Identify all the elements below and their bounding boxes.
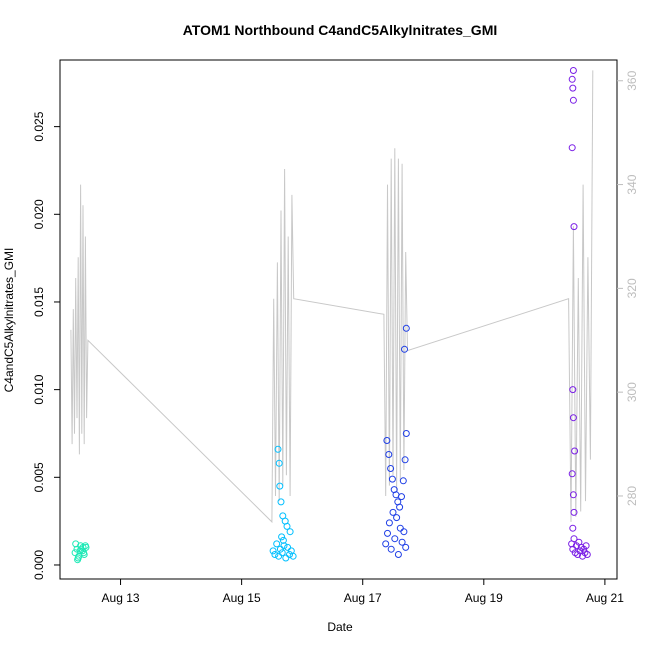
chart-title: ATOM1 Northbound C4andC5Alkylnitrates_GM…	[183, 22, 498, 38]
y-tick-label: 0.000	[32, 550, 46, 580]
data-point	[579, 552, 586, 560]
data-point	[282, 554, 290, 562]
data-points	[71, 67, 591, 564]
data-point	[72, 540, 80, 548]
data-point	[276, 545, 284, 553]
y-tick-label: 0.010	[32, 374, 46, 404]
y-axis: 0.000 0.005 0.010 0.015 0.020 0.025	[32, 111, 60, 580]
data-point	[393, 514, 401, 522]
y-tick-label: 0.005	[32, 462, 46, 492]
secondary-series-line	[70, 70, 594, 524]
x-tick-label: Aug 15	[223, 591, 261, 605]
data-point	[396, 503, 404, 511]
y2-tick-label: 360	[625, 70, 639, 90]
data-point	[382, 540, 390, 548]
data-point	[289, 552, 297, 560]
data-point	[271, 551, 279, 558]
data-point	[77, 545, 85, 553]
data-point	[569, 84, 577, 92]
y2-tick-label: 280	[625, 486, 639, 506]
y-tick-label: 0.020	[32, 199, 46, 229]
data-point	[568, 144, 576, 152]
data-point	[402, 543, 410, 551]
data-point	[385, 519, 393, 527]
data-point	[580, 545, 588, 553]
data-point	[78, 547, 86, 555]
x-tick-label: Aug 21	[586, 591, 624, 605]
x-axis-label: Date	[327, 620, 353, 634]
data-point	[569, 414, 577, 422]
secondary-series	[70, 70, 594, 524]
data-point	[284, 543, 292, 551]
data-point	[389, 508, 397, 516]
data-point	[278, 549, 286, 557]
data-point	[569, 96, 577, 104]
data-point	[569, 386, 577, 394]
data-point	[582, 542, 590, 550]
x-tick-label: Aug 13	[102, 591, 140, 605]
data-point	[401, 345, 408, 353]
data-point	[71, 549, 79, 557]
data-point	[269, 547, 277, 555]
data-point	[396, 524, 404, 532]
data-point	[570, 535, 578, 543]
secondary-y-axis: 280 300 320 340 360	[617, 70, 639, 506]
data-point	[387, 545, 395, 553]
data-point	[570, 508, 578, 516]
data-point	[398, 538, 406, 546]
data-point	[80, 549, 88, 557]
data-point	[278, 533, 286, 541]
y-tick-label: 0.015	[32, 287, 46, 317]
y-axis-label: C4andC5Alkylnitrates_GMI	[2, 248, 16, 393]
data-point	[275, 459, 283, 467]
data-point	[569, 524, 577, 532]
data-point	[283, 522, 291, 530]
data-point	[276, 482, 284, 490]
data-point	[277, 498, 285, 506]
data-point	[398, 493, 405, 501]
data-point	[568, 470, 576, 478]
data-point	[391, 535, 399, 543]
data-point	[384, 529, 391, 537]
data-point	[79, 543, 87, 551]
data-point	[583, 551, 591, 558]
x-axis: Aug 13 Aug 15 Aug 17 Aug 19 Aug 21	[102, 579, 624, 605]
data-point	[275, 552, 283, 560]
y2-tick-label: 340	[625, 174, 639, 194]
data-point	[385, 451, 393, 458]
y2-tick-label: 320	[625, 278, 639, 298]
data-point	[387, 465, 395, 472]
data-point	[402, 430, 410, 437]
data-point	[273, 540, 281, 548]
data-point	[388, 475, 396, 483]
data-point	[274, 445, 282, 453]
x-tick-label: Aug 19	[465, 591, 503, 605]
data-point	[569, 545, 577, 553]
data-point	[401, 456, 409, 464]
data-point	[399, 477, 407, 485]
data-point	[402, 324, 410, 332]
data-point	[569, 67, 577, 74]
y2-tick-label: 300	[625, 382, 639, 402]
data-point	[568, 75, 576, 83]
data-point	[279, 536, 287, 544]
data-point	[570, 223, 578, 231]
y-tick-label: 0.025	[32, 111, 46, 141]
x-tick-label: Aug 17	[344, 591, 382, 605]
data-point	[569, 491, 577, 499]
data-point	[286, 551, 293, 558]
plot-frame	[59, 59, 618, 580]
data-point	[280, 542, 288, 550]
data-point	[394, 551, 402, 558]
data-point	[400, 528, 408, 536]
data-point	[74, 556, 82, 564]
data-point	[571, 447, 579, 455]
data-point	[383, 437, 391, 444]
data-point	[286, 528, 294, 536]
